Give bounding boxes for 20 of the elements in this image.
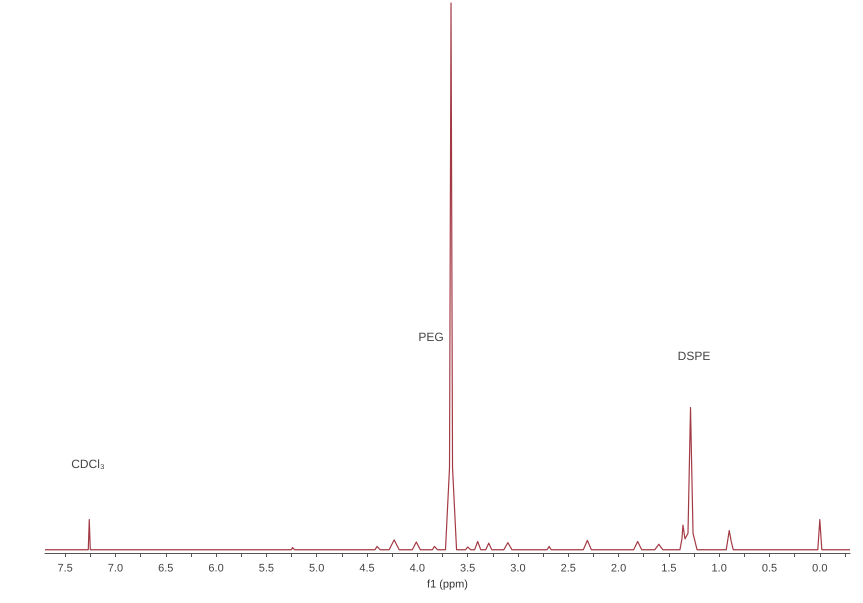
x-tick-label: 1.0 <box>712 562 727 574</box>
x-axis-title: f1 (ppm) <box>427 578 468 590</box>
x-tick-label: 3.5 <box>460 562 476 574</box>
x-tick-label: 5.0 <box>309 562 324 574</box>
annotation: PEG <box>418 330 444 344</box>
x-tick-label: 6.5 <box>158 562 174 574</box>
x-tick-label: 2.0 <box>610 562 626 574</box>
x-tick-label: 1.5 <box>661 562 677 574</box>
x-tick-label: 0.0 <box>812 562 828 574</box>
x-tick-label: 0.5 <box>762 562 778 574</box>
x-tick-label: 3.0 <box>510 562 526 574</box>
x-tick-label: 2.5 <box>560 562 576 574</box>
x-tick-label: 5.5 <box>258 562 274 574</box>
x-tick-label: 4.5 <box>359 562 375 574</box>
annotation: CDCl₃ <box>71 457 105 471</box>
x-tick-label: 7.0 <box>108 562 124 574</box>
x-tick-label: 7.5 <box>57 562 73 574</box>
annotation: DSPE <box>678 349 710 363</box>
x-tick-label: 4.0 <box>410 562 425 574</box>
x-tick-label: 6.0 <box>208 562 224 574</box>
